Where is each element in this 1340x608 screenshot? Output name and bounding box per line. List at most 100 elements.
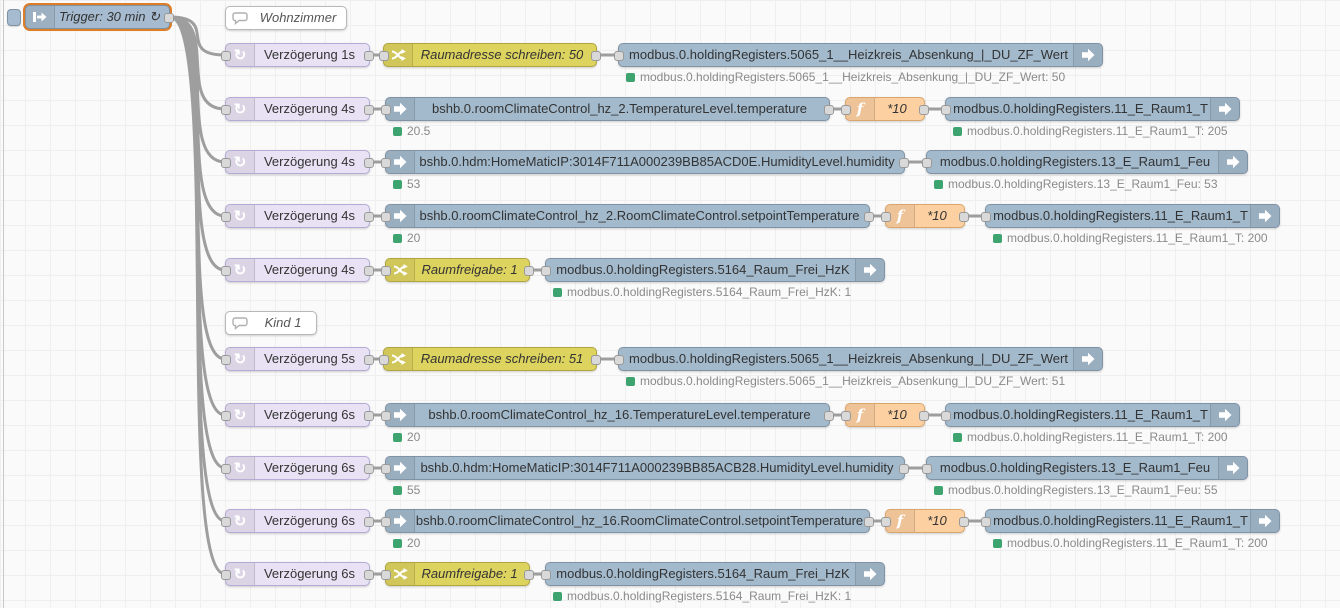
iobroker-out-node-11-raum1-t-3[interactable]: modbus.0.holdingRegisters.11_E_Raum1_T: [941, 403, 1240, 427]
output-port[interactable]: [959, 517, 969, 527]
output-port[interactable]: [364, 212, 374, 222]
delay-node-6s-1[interactable]: ↻ Verzögerung 6s: [221, 403, 374, 427]
input-port[interactable]: [541, 266, 551, 276]
iobroker-out-node-11-raum1-t-2[interactable]: modbus.0.holdingRegisters.11_E_Raum1_T: [981, 204, 1280, 228]
iobroker-get-node-hz2-temperature[interactable]: bshb.0.roomClimateControl_hz_2.Temperatu…: [381, 97, 834, 121]
input-port[interactable]: [221, 411, 231, 421]
iobroker-get-node-acb28-humidity[interactable]: bshb.0.hdm:HomeMaticIP:3014F711A000239BB…: [381, 456, 909, 480]
iobroker-out-node-5164-2[interactable]: modbus.0.holdingRegisters.5164_Raum_Frei…: [541, 562, 885, 586]
delay-node-4s-2[interactable]: ↻ Verzögerung 4s: [221, 150, 374, 174]
input-port[interactable]: [221, 355, 231, 365]
input-port[interactable]: [841, 105, 851, 115]
input-port[interactable]: [841, 411, 851, 421]
delay-node-4s-1[interactable]: ↻ Verzögerung 4s: [221, 97, 374, 121]
output-port[interactable]: [919, 105, 929, 115]
output-port[interactable]: [164, 13, 174, 23]
output-port[interactable]: [899, 464, 909, 474]
arrow-out-icon: [855, 563, 884, 585]
inject-node-trigger[interactable]: Trigger: 30 min ↻: [25, 5, 174, 29]
output-port[interactable]: [824, 105, 834, 115]
output-port[interactable]: [524, 266, 534, 276]
input-port[interactable]: [381, 266, 391, 276]
function-node-x10-3[interactable]: f *10: [841, 403, 929, 427]
iobroker-out-node-11-raum1-t-4[interactable]: modbus.0.holdingRegisters.11_E_Raum1_T: [981, 509, 1280, 533]
input-port[interactable]: [221, 517, 231, 527]
iobroker-out-node-13-raum1-feu-2[interactable]: modbus.0.holdingRegisters.13_E_Raum1_Feu: [922, 456, 1248, 480]
delay-node-4s-3[interactable]: ↻ Verzögerung 4s: [221, 204, 374, 228]
output-port[interactable]: [864, 517, 874, 527]
input-port[interactable]: [981, 517, 991, 527]
input-port[interactable]: [381, 570, 391, 580]
delay-node-5s[interactable]: ↻ Verzögerung 5s: [221, 347, 374, 371]
output-port[interactable]: [364, 517, 374, 527]
iobroker-out-node-5065-wohnzimmer[interactable]: modbus.0.holdingRegisters.5065_1__Heizkr…: [614, 43, 1103, 67]
output-port[interactable]: [919, 411, 929, 421]
delay-node-6s-2[interactable]: ↻ Verzögerung 6s: [221, 456, 374, 480]
input-port[interactable]: [221, 464, 231, 474]
output-port[interactable]: [864, 212, 874, 222]
comment-node-wohnzimmer[interactable]: Wohnzimmer: [225, 6, 347, 30]
change-node-raumadresse-51[interactable]: Raumadresse schreiben: 51: [379, 347, 601, 371]
iobroker-out-node-11-raum1-t-1[interactable]: modbus.0.holdingRegisters.11_E_Raum1_T: [941, 97, 1240, 121]
input-port[interactable]: [379, 51, 389, 61]
input-port[interactable]: [221, 266, 231, 276]
input-port[interactable]: [614, 355, 624, 365]
delay-node-6s-3[interactable]: ↻ Verzögerung 6s: [221, 509, 374, 533]
input-port[interactable]: [381, 464, 391, 474]
input-port[interactable]: [922, 464, 932, 474]
output-port[interactable]: [364, 105, 374, 115]
change-node-raumfreigabe-2[interactable]: Raumfreigabe: 1: [381, 562, 534, 586]
input-port[interactable]: [941, 411, 951, 421]
iobroker-out-node-5065-kind1[interactable]: modbus.0.holdingRegisters.5065_1__Heizkr…: [614, 347, 1103, 371]
delay-node-6s-4[interactable]: ↻ Verzögerung 6s: [221, 562, 374, 586]
input-port[interactable]: [381, 212, 391, 222]
comment-node-kind1[interactable]: Kind 1: [225, 311, 317, 335]
iobroker-get-node-hz16-setpoint[interactable]: bshb.0.roomClimateControl_hz_16.RoomClim…: [381, 509, 874, 533]
inject-button[interactable]: [7, 9, 21, 26]
input-port[interactable]: [881, 212, 891, 222]
output-port[interactable]: [364, 570, 374, 580]
function-node-x10-4[interactable]: f *10: [881, 509, 969, 533]
input-port[interactable]: [614, 51, 624, 61]
iobroker-out-node-5164-1[interactable]: modbus.0.holdingRegisters.5164_Raum_Frei…: [541, 258, 885, 282]
output-port[interactable]: [524, 570, 534, 580]
input-port[interactable]: [221, 570, 231, 580]
input-port[interactable]: [941, 105, 951, 115]
input-port[interactable]: [541, 570, 551, 580]
iobroker-get-node-hz2-setpoint[interactable]: bshb.0.roomClimateControl_hz_2.RoomClima…: [381, 204, 874, 228]
output-port[interactable]: [364, 266, 374, 276]
function-node-x10-1[interactable]: f *10: [841, 97, 929, 121]
input-port[interactable]: [922, 158, 932, 168]
input-port[interactable]: [881, 517, 891, 527]
input-port[interactable]: [381, 517, 391, 527]
function-node-x10-2[interactable]: f *10: [881, 204, 969, 228]
output-port[interactable]: [899, 158, 909, 168]
iobroker-get-node-acd0e-humidity[interactable]: bshb.0.hdm:HomeMaticIP:3014F711A000239BB…: [381, 150, 909, 174]
input-port[interactable]: [381, 105, 391, 115]
output-port[interactable]: [364, 158, 374, 168]
output-port[interactable]: [591, 51, 601, 61]
change-node-raumfreigabe-1[interactable]: Raumfreigabe: 1: [381, 258, 534, 282]
output-port[interactable]: [591, 355, 601, 365]
output-port[interactable]: [364, 464, 374, 474]
input-port[interactable]: [381, 158, 391, 168]
input-port[interactable]: [221, 105, 231, 115]
iobroker-get-node-hz16-temperature[interactable]: bshb.0.roomClimateControl_hz_16.Temperat…: [381, 403, 834, 427]
iobroker-out-node-13-raum1-feu-1[interactable]: modbus.0.holdingRegisters.13_E_Raum1_Feu: [922, 150, 1248, 174]
input-port[interactable]: [221, 158, 231, 168]
output-port[interactable]: [824, 411, 834, 421]
delay-node-4s-4[interactable]: ↻ Verzögerung 4s: [221, 258, 374, 282]
input-port[interactable]: [379, 355, 389, 365]
input-port[interactable]: [981, 212, 991, 222]
delay-node-1s[interactable]: ↻ Verzögerung 1s: [221, 43, 374, 67]
output-port[interactable]: [959, 212, 969, 222]
input-port[interactable]: [381, 411, 391, 421]
output-port[interactable]: [364, 411, 374, 421]
wire[interactable]: [168, 15, 227, 576]
input-port[interactable]: [221, 51, 231, 61]
output-port[interactable]: [364, 51, 374, 61]
change-node-raumadresse-50[interactable]: Raumadresse schreiben: 50: [379, 43, 601, 67]
input-port[interactable]: [221, 212, 231, 222]
output-port[interactable]: [364, 355, 374, 365]
